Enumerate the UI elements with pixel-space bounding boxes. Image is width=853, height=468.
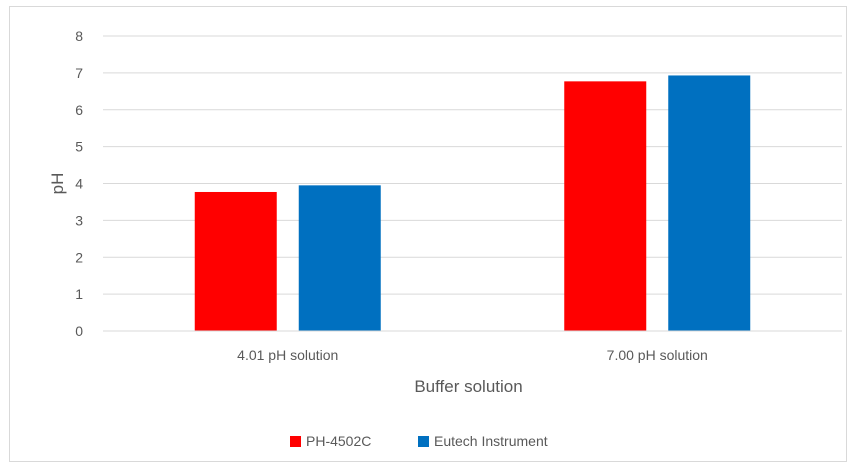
legend: PH-4502C Eutech Instrument — [290, 433, 548, 449]
y-tick-label: 4 — [75, 176, 83, 192]
x-category-label: 7.00 pH solution — [607, 347, 708, 363]
y-tick-label: 6 — [75, 102, 83, 118]
bar-eutech-instrument-2 — [668, 75, 751, 331]
x-category-label: 4.01 pH solution — [237, 347, 338, 363]
x-axis-title: Buffer solution — [414, 377, 522, 396]
y-axis-ticks: 0 1 2 3 4 5 6 7 8 — [75, 28, 83, 339]
y-tick-label: 3 — [75, 212, 83, 228]
legend-label: Eutech Instrument — [434, 433, 548, 449]
bar-ph-4502c-2 — [564, 81, 647, 331]
bar-ph-4502c-1 — [194, 191, 277, 331]
legend-swatch — [290, 436, 301, 447]
legend-label: PH-4502C — [306, 433, 371, 449]
y-tick-label: 1 — [75, 286, 83, 302]
y-tick-label: 5 — [75, 139, 83, 155]
bar-eutech-instrument-1 — [298, 185, 381, 331]
y-axis-title: pH — [48, 173, 67, 195]
y-tick-label: 8 — [75, 28, 83, 44]
bars — [194, 75, 751, 331]
legend-swatch — [418, 436, 429, 447]
x-axis-categories: 4.01 pH solution 7.00 pH solution — [237, 347, 708, 363]
y-tick-label: 0 — [75, 323, 83, 339]
y-tick-label: 7 — [75, 65, 83, 81]
y-tick-label: 2 — [75, 249, 83, 265]
